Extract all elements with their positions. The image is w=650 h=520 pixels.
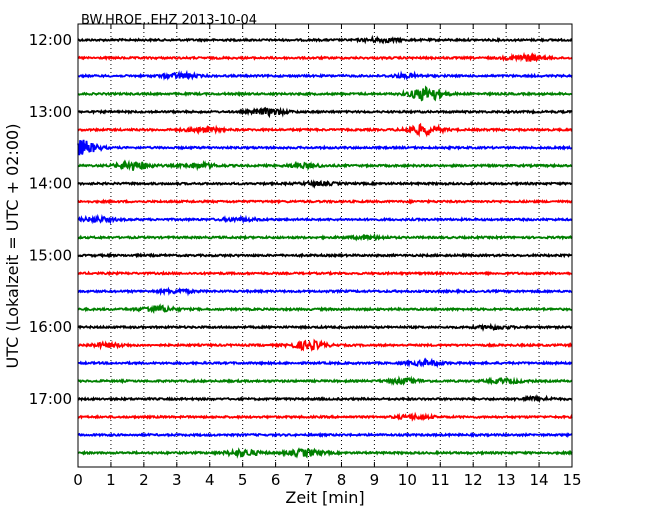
trace-line [78,51,573,63]
trace-line [77,252,573,259]
plot-frame [77,23,573,468]
x-tick-label: 9 [370,471,380,489]
x-tick-label: 1 [106,471,116,489]
x-tick-label: 3 [172,471,182,489]
y-tick-label: 16:00 [29,318,72,336]
trace-line [77,375,573,386]
x-tick-label: 4 [205,471,215,489]
trace-line [77,431,573,439]
trace-line [77,447,573,459]
trace-line [77,213,573,225]
x-tick-label: 14 [530,471,549,489]
trace-line [77,122,573,138]
x-tick-label: 2 [139,471,149,489]
trace-line [77,303,572,315]
x-tick-label: 6 [271,471,281,489]
x-tick-label: 13 [497,471,516,489]
x-tick-label: 8 [337,471,347,489]
trace-line [77,69,573,81]
x-axis-ticks: 0 1 2 3 4 5 6 7 8 9 10 11 12 13 14 15 [73,24,582,489]
x-tick-label: 11 [431,471,450,489]
x-tick-label: 5 [238,471,248,489]
y-tick-label: 15:00 [29,246,72,264]
traces [77,34,573,459]
trace-line [77,232,573,242]
x-tick-label: 0 [73,471,83,489]
trace-line [77,139,573,156]
y-tick-label: 17:00 [29,390,72,408]
x-tick-label: 15 [562,471,581,489]
trace-line [77,159,573,172]
trace-line [77,286,573,297]
y-tick-label: 12:00 [29,31,72,49]
trace-line [77,34,573,45]
y-axis-ticks: 12:00 13:00 14:00 15:00 16:00 17:00 [29,31,572,408]
trace-line [77,394,573,404]
trace-line [77,357,573,369]
chart-title: BW.HROE..EHZ 2013-10-04 [81,13,257,28]
trace-line [77,270,573,277]
x-tick-label: 7 [304,471,314,489]
trace-line [77,85,573,102]
y-tick-label: 13:00 [29,103,72,121]
x-tick-label: 10 [398,471,417,489]
trace-line [77,198,573,205]
trace-line [77,322,573,332]
trace-line [77,106,573,119]
trace-line [77,179,573,190]
x-tick-label: 12 [464,471,483,489]
y-tick-label: 14:00 [29,175,72,193]
x-axis-label: Zeit [min] [285,488,364,507]
trace-line [78,411,573,422]
trace-line [77,338,573,352]
y-axis-label: UTC (Lokalzeit = UTC + 02:00) [3,124,22,369]
